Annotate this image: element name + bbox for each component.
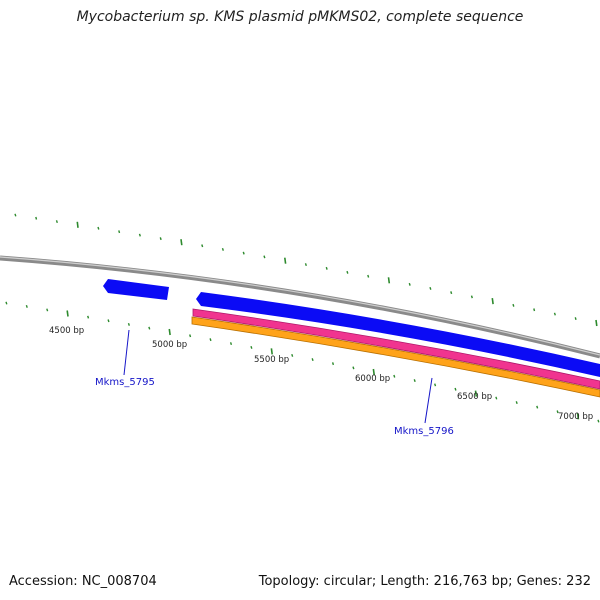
outer-minor-tick [512,303,515,307]
outer-major-tick [76,221,79,228]
inner-minor-tick [597,419,600,423]
topology-summary: Topology: circular; Length: 216,763 bp; … [258,574,591,589]
inner-minor-tick [291,353,294,357]
outer-minor-tick [346,270,349,274]
inner-major-tick [372,368,375,376]
gene-mkms-5795-leader [123,329,130,376]
outer-minor-tick [533,308,536,312]
outer-minor-tick [367,274,370,278]
inner-minor-tick [148,326,151,330]
inner-minor-tick [5,301,8,305]
outer-minor-tick [304,263,307,267]
inner-major-tick [474,390,478,397]
outer-minor-tick [138,233,141,237]
feature-track-orange[interactable] [191,316,600,398]
outer-minor-tick [263,255,266,259]
gene-mkms-5795-arrow[interactable] [103,279,169,300]
outer-minor-tick [470,295,473,299]
scale-label-6500: 6500 bp [457,392,492,402]
outer-minor-tick [325,266,328,270]
outer-minor-tick [408,282,411,286]
outer-major-tick [387,277,391,284]
scale-label-6000: 6000 bp [355,374,390,384]
outer-minor-tick [159,237,162,241]
outer-major-tick [284,257,287,264]
outer-major-tick [491,297,494,305]
outer-minor-tick [201,244,204,248]
inner-minor-tick [495,396,498,400]
inner-minor-tick [229,342,233,346]
inner-minor-tick [209,338,212,342]
inner-minor-tick [556,410,559,414]
outer-minor-tick [97,226,100,230]
outer-minor-tick [553,312,556,316]
outer-minor-tick [35,216,38,220]
outer-minor-tick [429,286,432,290]
gene-mkms-5796-leader [424,377,433,424]
outer-minor-tick [450,291,453,295]
inner-major-tick [576,413,580,420]
outer-minor-tick [55,220,58,224]
inner-major-tick [66,310,69,317]
map-title: Mycobacterium sp. KMS plasmid pMKMS02, c… [76,9,524,25]
feature-track-pink[interactable] [192,308,600,390]
outer-tick-ring [14,213,598,327]
outer-major-tick [595,319,598,327]
scale-label-5500: 5500 bp [254,355,289,365]
inner-minor-tick [352,366,355,370]
inner-minor-tick [515,401,518,405]
inner-minor-tick [393,374,396,378]
inner-minor-tick [311,358,314,362]
scale-label-5000: 5000 bp [152,340,187,350]
accession-text: Accession: NC_008704 [9,574,157,589]
inner-tick-ring [5,301,600,423]
inner-minor-tick [25,304,28,308]
outer-major-tick [180,239,183,246]
scale-label-7000: 7000 bp [558,412,593,422]
inner-minor-tick [434,383,437,387]
outer-minor-tick [242,251,245,255]
outer-minor-tick [574,317,577,320]
inner-minor-tick [127,322,130,326]
inner-minor-tick [46,308,49,312]
scale-label-4500: 4500 bp [49,326,84,336]
scale-labels: 4500 bp 5000 bp 5500 bp 6000 bp 6500 bp … [49,326,593,422]
inner-minor-tick [536,405,539,409]
inner-minor-tick [454,387,457,391]
outer-minor-tick [14,213,17,217]
gene-label-mkms-5795[interactable]: Mkms_5795 [95,377,155,388]
inner-minor-tick [87,315,90,319]
gene-mkms-5796-arrow[interactable] [196,292,600,377]
inner-major-tick [168,328,171,336]
plasmid-backbone [0,255,600,359]
inner-minor-tick [189,334,192,338]
outer-minor-tick [221,247,224,251]
inner-major-tick [270,348,273,355]
plasmid-backbone-highlight [0,256,600,356]
inner-minor-tick [107,319,110,323]
inner-minor-tick [413,379,416,383]
gene-label-mkms-5796[interactable]: Mkms_5796 [394,426,454,437]
outer-minor-tick [118,230,121,234]
inner-minor-tick [331,362,335,366]
inner-minor-tick [250,345,253,349]
